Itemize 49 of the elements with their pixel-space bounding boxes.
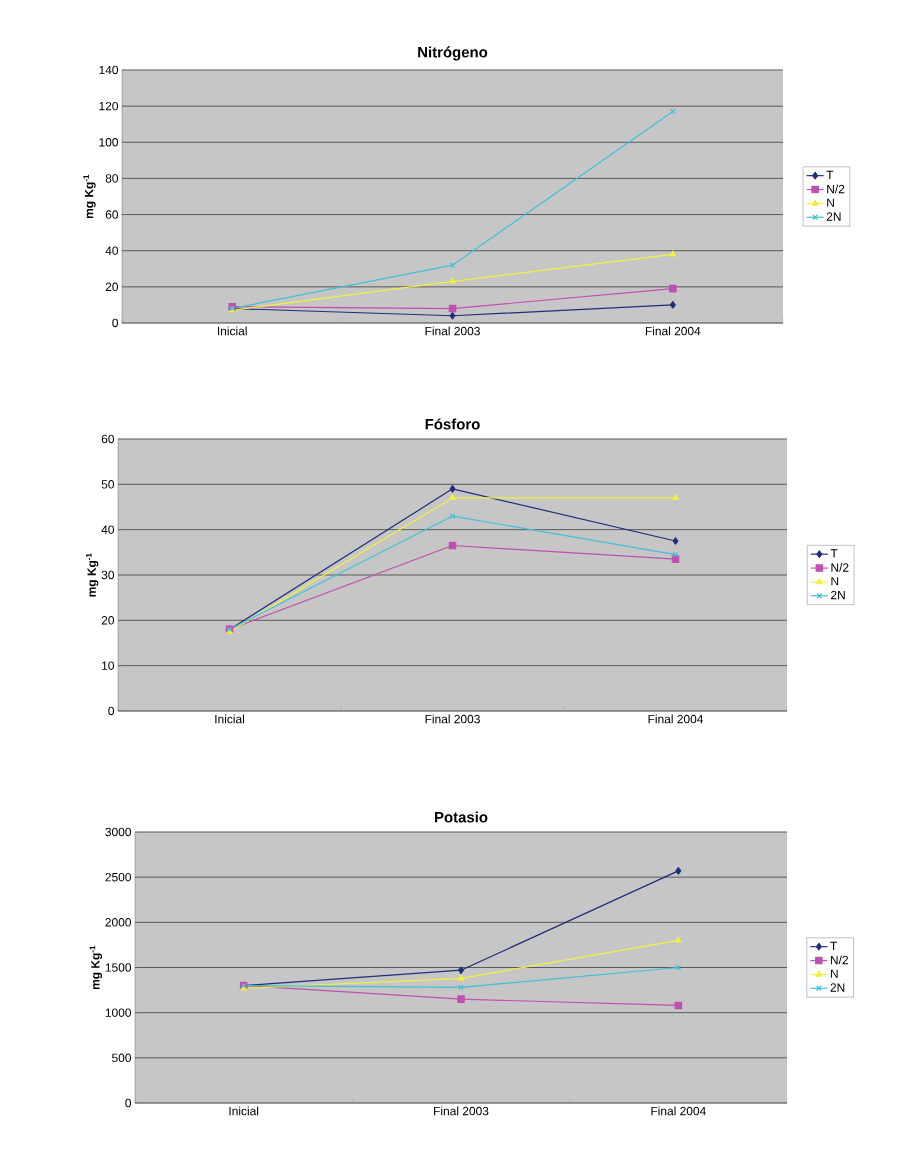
x-tick-label: Inicial — [229, 1106, 259, 1116]
y-tick-label: 1500 — [105, 963, 132, 972]
x-tick-label: Inicial — [218, 326, 247, 336]
y-tick-label: 2500 — [105, 872, 132, 882]
y-axis-title: mg Kg$^{-1}$ — [89, 945, 103, 990]
legend-label: T — [830, 549, 838, 558]
x-tick-label: Final 2003 — [425, 714, 480, 724]
y-tick-label: 0 — [108, 706, 115, 716]
legend-label: 2N — [826, 212, 841, 221]
y-tick-label: 0 — [112, 318, 119, 328]
x-tick-label: Inicial — [215, 714, 244, 724]
y-tick-label: 80 — [105, 174, 119, 183]
y-tick-label: 100 — [99, 138, 119, 147]
legend-label: T — [826, 170, 834, 180]
chart-title: Potasio — [435, 811, 488, 823]
legend-label: N — [830, 969, 838, 978]
y-tick-label: 1000 — [105, 1008, 132, 1017]
legend-label: N/2 — [827, 184, 845, 194]
y-tick-label: 30 — [101, 570, 115, 580]
y-tick-label: 3000 — [105, 827, 132, 837]
y-tick-label: 2000 — [105, 918, 132, 927]
y-tick-label: 20 — [105, 282, 119, 292]
legend-label: 2N — [830, 983, 845, 992]
legend-label: N/2 — [830, 955, 848, 965]
y-tick-label: 20 — [101, 616, 115, 625]
y-tick-label: 120 — [99, 101, 119, 111]
legend-label: 2N — [831, 590, 845, 600]
legend-label: N/2 — [831, 563, 849, 572]
x-tick-label: Final 2004 — [648, 714, 704, 724]
y-tick-label: 140 — [99, 65, 119, 75]
chart-title: Fósforo — [425, 418, 480, 430]
y-tick-label: 40 — [105, 246, 119, 255]
y-tick-label: 40 — [101, 525, 115, 534]
chart-title: Nitrógeno — [418, 46, 488, 61]
y-tick-label: 10 — [102, 661, 115, 670]
y-axis-title: mg Kg$^{-1}$ — [85, 553, 99, 597]
y-tick-label: 50 — [101, 480, 115, 489]
y-tick-label: 60 — [101, 434, 115, 444]
y-tick-label: 0 — [125, 1098, 132, 1108]
y-tick-label: 500 — [112, 1053, 132, 1063]
x-tick-label: Final 2004 — [651, 1106, 706, 1116]
legend-label: N — [827, 198, 834, 207]
legend-label: T — [830, 941, 837, 951]
y-axis-title: mg Kg$^{-1}$ — [83, 174, 96, 219]
x-tick-label: Final 2004 — [645, 326, 701, 336]
x-tick-label: Final 2003 — [434, 1106, 489, 1116]
x-tick-label: Final 2003 — [425, 326, 480, 336]
legend-label: N — [831, 577, 839, 586]
y-tick-label: 60 — [105, 210, 119, 219]
